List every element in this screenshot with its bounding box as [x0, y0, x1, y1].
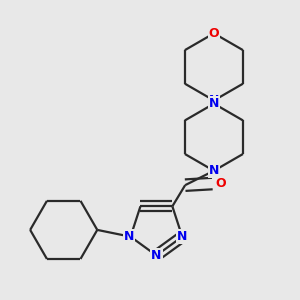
Text: N: N	[151, 249, 162, 262]
Text: O: O	[208, 27, 219, 40]
Text: O: O	[215, 177, 226, 190]
Text: N: N	[177, 230, 188, 243]
Text: N: N	[124, 230, 134, 243]
Text: N: N	[209, 94, 219, 107]
Text: N: N	[209, 164, 219, 177]
Text: N: N	[209, 97, 219, 110]
